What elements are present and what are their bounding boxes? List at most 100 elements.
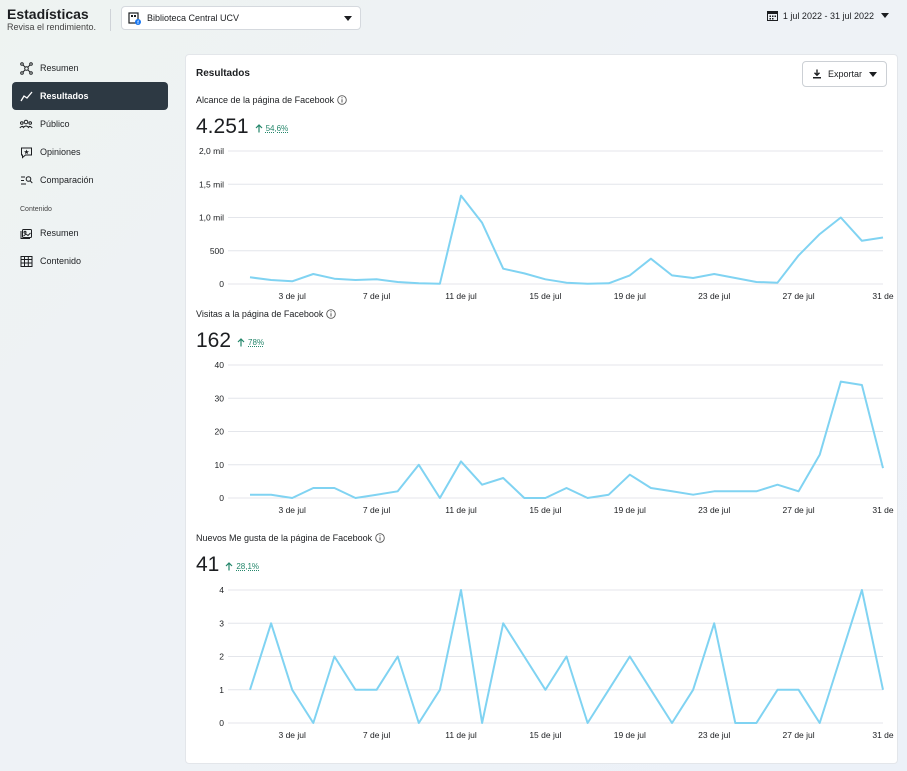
data-point[interactable] bbox=[732, 488, 738, 494]
data-point[interactable] bbox=[353, 687, 359, 693]
data-point[interactable] bbox=[585, 495, 591, 501]
export-button[interactable]: Exportar bbox=[802, 61, 887, 87]
data-point[interactable] bbox=[268, 620, 274, 626]
data-point[interactable] bbox=[521, 654, 527, 660]
data-point[interactable] bbox=[838, 379, 844, 385]
data-point[interactable] bbox=[247, 492, 253, 498]
data-point[interactable] bbox=[479, 220, 485, 226]
data-point[interactable] bbox=[880, 465, 886, 471]
data-point[interactable] bbox=[247, 274, 253, 280]
data-point[interactable] bbox=[437, 495, 443, 501]
data-point[interactable] bbox=[458, 458, 464, 464]
data-point[interactable] bbox=[859, 382, 865, 388]
sidebar-item-contenido-resumen[interactable]: Resumen bbox=[12, 219, 168, 247]
data-point[interactable] bbox=[775, 482, 781, 488]
page-selector[interactable]: f Biblioteca Central UCV bbox=[121, 6, 361, 30]
data-point[interactable] bbox=[564, 485, 570, 491]
data-point[interactable] bbox=[374, 492, 380, 498]
data-point[interactable] bbox=[669, 488, 675, 494]
data-point[interactable] bbox=[838, 215, 844, 221]
data-point[interactable] bbox=[817, 452, 823, 458]
data-point[interactable] bbox=[627, 472, 633, 478]
sidebar-item-publico[interactable]: Público bbox=[12, 110, 168, 138]
data-point[interactable] bbox=[289, 278, 295, 284]
data-point[interactable] bbox=[880, 234, 886, 240]
data-point[interactable] bbox=[500, 266, 506, 272]
data-point[interactable] bbox=[500, 475, 506, 481]
data-point[interactable] bbox=[289, 495, 295, 501]
data-point[interactable] bbox=[331, 485, 337, 491]
data-point[interactable] bbox=[542, 687, 548, 693]
info-icon[interactable] bbox=[375, 533, 385, 543]
data-point[interactable] bbox=[606, 492, 612, 498]
data-point[interactable] bbox=[796, 252, 802, 258]
data-point[interactable] bbox=[521, 270, 527, 276]
data-point[interactable] bbox=[648, 256, 654, 262]
data-point[interactable] bbox=[796, 488, 802, 494]
data-point[interactable] bbox=[310, 485, 316, 491]
data-point[interactable] bbox=[268, 277, 274, 283]
data-point[interactable] bbox=[838, 654, 844, 660]
data-point[interactable] bbox=[648, 485, 654, 491]
data-point[interactable] bbox=[458, 193, 464, 199]
data-point[interactable] bbox=[564, 654, 570, 660]
data-point[interactable] bbox=[859, 238, 865, 244]
data-point[interactable] bbox=[395, 488, 401, 494]
sidebar-item-resultados[interactable]: Resultados bbox=[12, 82, 168, 110]
data-point[interactable] bbox=[416, 280, 422, 286]
data-point[interactable] bbox=[753, 720, 759, 726]
data-point[interactable] bbox=[542, 495, 548, 501]
data-point[interactable] bbox=[395, 654, 401, 660]
data-point[interactable] bbox=[416, 720, 422, 726]
data-point[interactable] bbox=[732, 275, 738, 281]
data-point[interactable] bbox=[817, 720, 823, 726]
data-point[interactable] bbox=[859, 587, 865, 593]
data-point[interactable] bbox=[521, 495, 527, 501]
data-point[interactable] bbox=[331, 654, 337, 660]
data-point[interactable] bbox=[690, 687, 696, 693]
data-point[interactable] bbox=[479, 720, 485, 726]
data-point[interactable] bbox=[585, 720, 591, 726]
data-point[interactable] bbox=[669, 720, 675, 726]
data-point[interactable] bbox=[479, 482, 485, 488]
data-point[interactable] bbox=[690, 275, 696, 281]
data-point[interactable] bbox=[416, 462, 422, 468]
data-point[interactable] bbox=[374, 687, 380, 693]
data-point[interactable] bbox=[775, 280, 781, 286]
date-range-picker[interactable]: 1 jul 2022 - 31 jul 2022 bbox=[766, 10, 889, 21]
data-point[interactable] bbox=[374, 276, 380, 282]
data-point[interactable] bbox=[268, 492, 274, 498]
data-point[interactable] bbox=[711, 620, 717, 626]
data-point[interactable] bbox=[500, 620, 506, 626]
data-point[interactable] bbox=[711, 271, 717, 277]
data-point[interactable] bbox=[753, 488, 759, 494]
data-point[interactable] bbox=[880, 687, 886, 693]
data-point[interactable] bbox=[796, 687, 802, 693]
sidebar-item-opiniones[interactable]: Opiniones bbox=[12, 138, 168, 166]
data-point[interactable] bbox=[627, 272, 633, 278]
sidebar-item-contenido[interactable]: Contenido bbox=[12, 247, 168, 275]
data-point[interactable] bbox=[606, 687, 612, 693]
data-point[interactable] bbox=[711, 488, 717, 494]
data-point[interactable] bbox=[353, 277, 359, 283]
info-icon[interactable] bbox=[337, 95, 347, 105]
data-point[interactable] bbox=[669, 272, 675, 278]
data-point[interactable] bbox=[353, 495, 359, 501]
data-point[interactable] bbox=[732, 720, 738, 726]
data-point[interactable] bbox=[310, 720, 316, 726]
data-point[interactable] bbox=[310, 271, 316, 277]
data-point[interactable] bbox=[753, 279, 759, 285]
data-point[interactable] bbox=[817, 231, 823, 237]
data-point[interactable] bbox=[775, 687, 781, 693]
data-point[interactable] bbox=[564, 280, 570, 286]
data-point[interactable] bbox=[458, 587, 464, 593]
data-point[interactable] bbox=[606, 280, 612, 286]
sidebar-item-comparacion[interactable]: Comparación bbox=[12, 166, 168, 194]
data-point[interactable] bbox=[585, 281, 591, 287]
data-point[interactable] bbox=[437, 687, 443, 693]
data-point[interactable] bbox=[542, 276, 548, 282]
sidebar-item-resumen[interactable]: Resumen bbox=[12, 54, 168, 82]
data-point[interactable] bbox=[437, 281, 443, 287]
data-point[interactable] bbox=[331, 276, 337, 282]
data-point[interactable] bbox=[247, 687, 253, 693]
